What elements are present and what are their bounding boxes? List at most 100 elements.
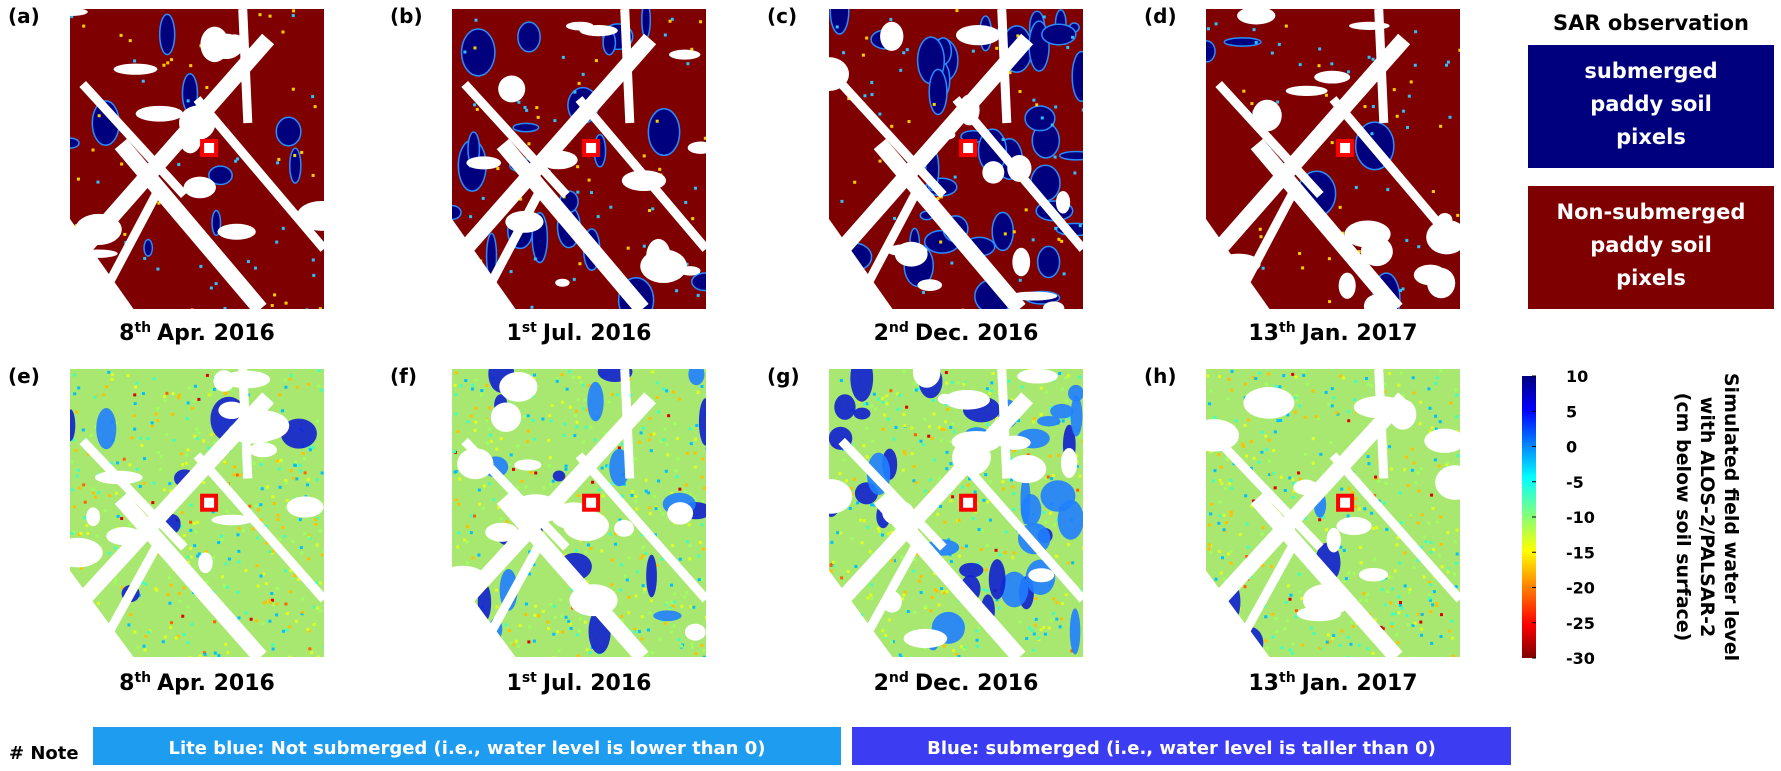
speckle bbox=[1371, 105, 1375, 109]
speckle bbox=[1416, 471, 1420, 475]
speckle bbox=[237, 527, 241, 531]
speckle bbox=[232, 473, 236, 477]
speckle bbox=[276, 161, 280, 165]
speckle bbox=[186, 401, 190, 405]
speckle bbox=[289, 374, 293, 378]
speckle bbox=[862, 444, 866, 448]
speckle bbox=[453, 450, 457, 454]
speckle bbox=[1330, 141, 1334, 145]
speckle bbox=[91, 491, 95, 495]
speckle bbox=[305, 483, 309, 487]
note-box bbox=[93, 727, 841, 765]
speckle bbox=[929, 478, 933, 482]
road bbox=[238, 9, 253, 124]
speckle bbox=[700, 523, 704, 527]
speckle bbox=[1458, 48, 1460, 52]
speckle bbox=[259, 503, 263, 507]
water-patch bbox=[1020, 475, 1031, 525]
speckle bbox=[1332, 396, 1336, 400]
non-paddy bbox=[952, 439, 991, 476]
speckle bbox=[586, 543, 590, 547]
speckle bbox=[553, 119, 557, 123]
speckle bbox=[1404, 455, 1408, 459]
non-paddy bbox=[1012, 247, 1031, 277]
speckle bbox=[456, 545, 460, 549]
speckle bbox=[1456, 213, 1460, 217]
speckle bbox=[567, 370, 571, 374]
speckle bbox=[956, 381, 960, 385]
speckle bbox=[1367, 55, 1371, 59]
speckle bbox=[581, 407, 585, 411]
colorbar-tick-label: 5 bbox=[1566, 402, 1577, 421]
non-paddy bbox=[829, 219, 893, 309]
speckle bbox=[641, 584, 645, 588]
speckle bbox=[1261, 525, 1265, 529]
non-paddy bbox=[1206, 570, 1270, 657]
speckle bbox=[1222, 513, 1226, 517]
speckle bbox=[1318, 47, 1322, 51]
speckle bbox=[527, 142, 531, 146]
date-part: th bbox=[134, 320, 151, 336]
speckle bbox=[313, 105, 317, 109]
speckle bbox=[293, 573, 297, 577]
speckle bbox=[193, 544, 197, 548]
water-patch bbox=[1037, 415, 1061, 427]
speckle bbox=[1007, 379, 1011, 383]
speckle bbox=[311, 258, 315, 262]
speckle bbox=[688, 557, 692, 561]
speckle bbox=[635, 507, 639, 511]
speckle bbox=[932, 412, 936, 416]
road bbox=[496, 493, 649, 657]
speckle bbox=[927, 434, 931, 438]
speckle bbox=[204, 550, 208, 554]
speckle bbox=[1050, 477, 1054, 481]
speckle bbox=[276, 586, 280, 590]
speckle bbox=[1286, 618, 1290, 622]
speckle bbox=[141, 581, 145, 585]
speckle bbox=[1371, 57, 1375, 61]
speckle bbox=[1298, 251, 1302, 255]
speckle bbox=[603, 432, 607, 436]
speckle bbox=[1406, 484, 1410, 488]
speckle bbox=[255, 564, 259, 568]
speckle bbox=[482, 484, 486, 488]
speckle bbox=[1219, 465, 1223, 469]
speckle bbox=[249, 617, 253, 621]
speckle bbox=[876, 527, 880, 531]
speckle bbox=[1446, 568, 1450, 572]
speckle bbox=[648, 512, 652, 516]
speckle bbox=[156, 267, 160, 271]
speckle bbox=[236, 590, 240, 594]
speckle bbox=[524, 485, 528, 489]
speckle bbox=[665, 389, 669, 393]
speckle bbox=[133, 630, 137, 634]
water-patch bbox=[1041, 23, 1077, 46]
non-paddy bbox=[1042, 301, 1065, 309]
speckle bbox=[128, 39, 132, 43]
road bbox=[620, 369, 635, 479]
speckle bbox=[269, 598, 273, 602]
date-part: Jan. 2017 bbox=[1300, 671, 1418, 696]
speckle bbox=[1393, 569, 1397, 573]
speckle bbox=[589, 425, 593, 429]
speckle bbox=[961, 485, 965, 489]
speckle bbox=[889, 640, 893, 644]
speckle bbox=[1434, 427, 1438, 431]
speckle bbox=[627, 595, 631, 599]
speckle bbox=[651, 370, 655, 374]
speckle bbox=[607, 400, 611, 404]
speckle bbox=[186, 561, 190, 565]
water-patch bbox=[1069, 608, 1081, 655]
speckle bbox=[463, 50, 467, 54]
speckle bbox=[694, 437, 698, 441]
speckle bbox=[541, 610, 545, 614]
speckle bbox=[1398, 603, 1402, 607]
speckle bbox=[1208, 402, 1212, 406]
non-paddy bbox=[498, 75, 526, 103]
speckle bbox=[110, 461, 114, 465]
speckle bbox=[1374, 475, 1378, 479]
speckle bbox=[1341, 231, 1345, 235]
speckle bbox=[1455, 552, 1459, 556]
speckle bbox=[1276, 100, 1280, 104]
